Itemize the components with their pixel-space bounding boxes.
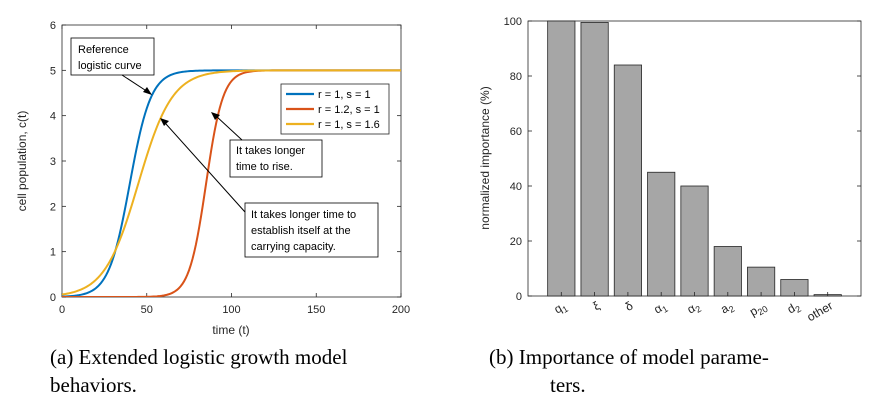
x-tick-label-a: 50	[141, 304, 153, 316]
y-axis-label-a: cell population, c(t)	[15, 111, 29, 212]
y-tick-label-a: 4	[50, 111, 56, 123]
x-tick-label-b: α1	[651, 298, 669, 318]
annotation-rise-line-1: It takes longer	[236, 145, 305, 157]
bar-δ	[613, 64, 642, 297]
y-tick-label-a: 1	[50, 247, 56, 259]
x-tick-label-b: ξ	[590, 298, 602, 313]
y-tick-label-a: 0	[50, 292, 56, 304]
annotation-box-reference	[70, 37, 155, 76]
y-tick-label-b: 60	[510, 126, 522, 138]
x-tick-label-b: q1	[552, 298, 570, 318]
series-line-3	[62, 69, 401, 296]
bar-α1	[647, 171, 676, 297]
annotation-establish-line-2: establish itself at the	[251, 225, 351, 237]
annotation-arrow-establish	[165, 123, 246, 213]
y-axis-label-b: normalized importance (%)	[478, 86, 492, 229]
annotation-arrowhead-reference	[143, 87, 152, 95]
y-tick-label-a: 6	[50, 20, 56, 32]
caption-b-line-1: (b) Importance of model parame-	[489, 345, 769, 369]
annotation-establish-line-1: It takes longer time to	[251, 209, 356, 221]
bar-ξ	[580, 21, 609, 297]
y-tick-label-a: 2	[50, 201, 56, 213]
bar-q1	[547, 20, 576, 297]
annotation-arrow-rise	[215, 115, 243, 141]
y-tick-label-a: 3	[50, 156, 56, 168]
x-tick-label-b: δ	[623, 298, 636, 314]
annotation-rise-line-2: time to rise.	[236, 161, 293, 173]
panel-b: 0 20 40 60 80 100 q1 ξ δ α1 α2 a2 p20 d2 other normal…	[478, 16, 862, 397]
y-tick-labels-b: 0 20 40 60 80 100	[504, 16, 861, 303]
bar-α2	[680, 185, 709, 297]
bars-b	[547, 20, 842, 297]
annotation-box-rise	[229, 139, 323, 178]
x-tick-label-b: d2	[785, 298, 803, 318]
x-tick-label-a: 200	[392, 304, 410, 316]
caption-b-line-2: ters.	[550, 373, 586, 397]
annotation-arrowhead-rise	[211, 112, 220, 120]
legend-label-2: r = 1.2, s = 1	[318, 104, 380, 116]
x-tick-label-b: p20	[747, 298, 769, 320]
y-tick-label-b: 80	[510, 71, 522, 83]
x-tick-label-b: α2	[685, 298, 703, 318]
annotation-reference-line-2: logistic curve	[78, 60, 142, 72]
x-axis-label-a: time (t)	[212, 323, 249, 337]
x-tick-label-b: a2	[718, 298, 736, 318]
bar-p20	[747, 266, 776, 297]
annotation-arrowhead-establish	[160, 118, 169, 126]
annotation-reference-line-1: Reference	[78, 44, 129, 56]
bar-a2	[713, 246, 742, 297]
legend-label-3: r = 1, s = 1.6	[318, 119, 380, 131]
caption-a-line-1: (a) Extended logistic growth model	[50, 345, 348, 369]
y-tick-label-b: 0	[516, 291, 522, 303]
x-tick-labels-b: q1 ξ δ α1 α2 a2 p20 d2 other	[552, 292, 836, 324]
x-tick-label-a: 150	[307, 304, 325, 316]
annotation-arrow-reference	[121, 74, 149, 93]
x-tick-label-a: 100	[222, 304, 240, 316]
y-tick-label-a: 5	[50, 65, 56, 77]
y-tick-label-b: 40	[510, 181, 522, 193]
panel-a: 0 1 2 3 4 5 6 0 50 100 150 200 time (t) cell popul…	[15, 20, 410, 397]
x-tick-label-b: other	[805, 298, 836, 324]
annotation-establish-line-3: carrying capacity.	[251, 241, 336, 253]
annotation-box-establish	[244, 202, 379, 258]
x-tick-labels-a: 0 50 100 150 200	[59, 25, 410, 316]
y-tick-label-b: 20	[510, 236, 522, 248]
x-tick-label-a: 0	[59, 304, 65, 316]
series-lines-a	[62, 69, 401, 297]
legend-label-1: r = 1, s = 1	[318, 89, 371, 101]
y-tick-label-b: 100	[504, 16, 522, 28]
caption-a-line-2: behaviors.	[50, 373, 137, 397]
